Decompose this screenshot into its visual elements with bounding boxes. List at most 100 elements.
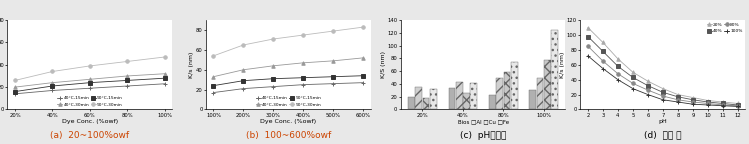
20% xyxy=(658,88,667,89)
Legend: 40°C,15min, 40°C,30min, 90°C,15min, 90°C,30min: 40°C,15min, 40°C,30min, 90°C,15min, 90°C… xyxy=(57,96,123,107)
Line: 90°C,15min: 90°C,15min xyxy=(13,76,166,93)
40°C,30min xyxy=(123,75,132,77)
Bar xyxy=(497,78,503,109)
40°C,30min xyxy=(329,60,338,62)
Line: 40°C,30min: 40°C,30min xyxy=(13,72,166,89)
90°C,30min xyxy=(10,79,19,81)
20% xyxy=(583,27,592,29)
90°C,30min xyxy=(299,34,308,36)
20% xyxy=(643,80,652,82)
100% xyxy=(688,103,697,105)
20% xyxy=(688,97,697,98)
40°C,15min xyxy=(160,83,169,85)
90°C,30min xyxy=(48,71,57,72)
100% xyxy=(583,55,592,57)
X-axis label: Dye Conc. (%owf): Dye Conc. (%owf) xyxy=(62,119,118,124)
40°C,30min xyxy=(359,57,368,59)
Line: 90°C,15min: 90°C,15min xyxy=(212,74,365,87)
Line: 40°C,30min: 40°C,30min xyxy=(212,56,365,78)
40°C,15min xyxy=(123,85,132,87)
Bar xyxy=(537,78,544,109)
40°C,30min xyxy=(239,69,248,71)
80% xyxy=(688,101,697,103)
80% xyxy=(733,105,742,107)
40% xyxy=(673,96,682,98)
40°C,15min xyxy=(85,87,94,89)
Bar xyxy=(530,90,536,109)
100% xyxy=(718,105,727,107)
40% xyxy=(628,77,637,78)
X-axis label: Bios □Al □Cu □Fe: Bios □Al □Cu □Fe xyxy=(458,119,509,124)
40% xyxy=(643,85,652,87)
40°C,15min xyxy=(299,84,308,86)
90°C,15min xyxy=(359,75,368,77)
40°C,15min xyxy=(48,90,57,91)
100% xyxy=(628,88,637,89)
Legend: 20%, 40%, 80%, 100%: 20%, 40%, 80%, 100% xyxy=(706,22,743,34)
40% xyxy=(583,36,592,37)
90°C,30min xyxy=(329,30,338,32)
90°C,30min xyxy=(239,44,248,46)
Line: 80%: 80% xyxy=(586,44,739,107)
80% xyxy=(598,60,607,62)
100% xyxy=(598,68,607,69)
80% xyxy=(613,73,622,75)
90°C,30min xyxy=(160,56,169,58)
90°C,15min xyxy=(85,82,94,84)
40% xyxy=(733,104,742,106)
Legend: 40°C,15min, 40°C,30min, 90°C,15min, 90°C,30min: 40°C,15min, 40°C,30min, 90°C,15min, 90°C… xyxy=(255,96,321,107)
20% xyxy=(628,71,637,73)
Bar xyxy=(456,82,463,109)
90°C,15min xyxy=(10,91,19,92)
40% xyxy=(598,51,607,52)
20% xyxy=(733,103,742,104)
Text: (d)  매염 시: (d) 매염 시 xyxy=(644,131,682,140)
90°C,15min xyxy=(329,76,338,78)
100% xyxy=(733,106,742,107)
20% xyxy=(718,101,727,103)
100% xyxy=(613,79,622,80)
40°C,15min xyxy=(10,93,19,95)
90°C,30min xyxy=(359,26,368,28)
90°C,15min xyxy=(160,77,169,79)
20% xyxy=(613,58,622,60)
90°C,30min xyxy=(209,55,218,57)
20% xyxy=(673,94,682,95)
100% xyxy=(703,104,712,106)
40% xyxy=(613,65,622,67)
40°C,30min xyxy=(160,73,169,75)
20% xyxy=(598,42,607,43)
40°C,30min xyxy=(85,78,94,80)
Bar xyxy=(449,88,455,109)
Bar xyxy=(551,30,558,109)
80% xyxy=(583,45,592,47)
80% xyxy=(673,99,682,101)
X-axis label: Dye Conc. (%owf): Dye Conc. (%owf) xyxy=(261,119,316,124)
80% xyxy=(658,95,667,97)
Y-axis label: K/s (nm): K/s (nm) xyxy=(560,52,565,78)
40°C,15min xyxy=(269,86,278,88)
Bar xyxy=(544,60,551,109)
Line: 20%: 20% xyxy=(586,26,739,105)
Y-axis label: K/S (nm): K/S (nm) xyxy=(380,51,386,78)
Bar xyxy=(430,89,437,109)
Bar xyxy=(408,97,415,109)
Text: (a)  20~100%owf: (a) 20~100%owf xyxy=(50,131,130,140)
Y-axis label: K/s (nm): K/s (nm) xyxy=(189,52,194,78)
Line: 90°C,30min: 90°C,30min xyxy=(212,25,365,58)
Bar xyxy=(470,83,477,109)
40% xyxy=(718,103,727,104)
80% xyxy=(718,104,727,106)
20% xyxy=(703,100,712,101)
Line: 40°C,15min: 40°C,15min xyxy=(212,81,365,94)
90°C,30min xyxy=(269,38,278,40)
Text: (c)  pH조절시: (c) pH조절시 xyxy=(460,131,506,140)
90°C,30min xyxy=(123,61,132,62)
100% xyxy=(673,101,682,103)
Bar xyxy=(489,95,496,109)
40°C,15min xyxy=(359,82,368,84)
Line: 40°C,15min: 40°C,15min xyxy=(13,82,166,96)
Bar xyxy=(463,93,470,109)
90°C,15min xyxy=(123,79,132,81)
90°C,15min xyxy=(239,80,248,82)
